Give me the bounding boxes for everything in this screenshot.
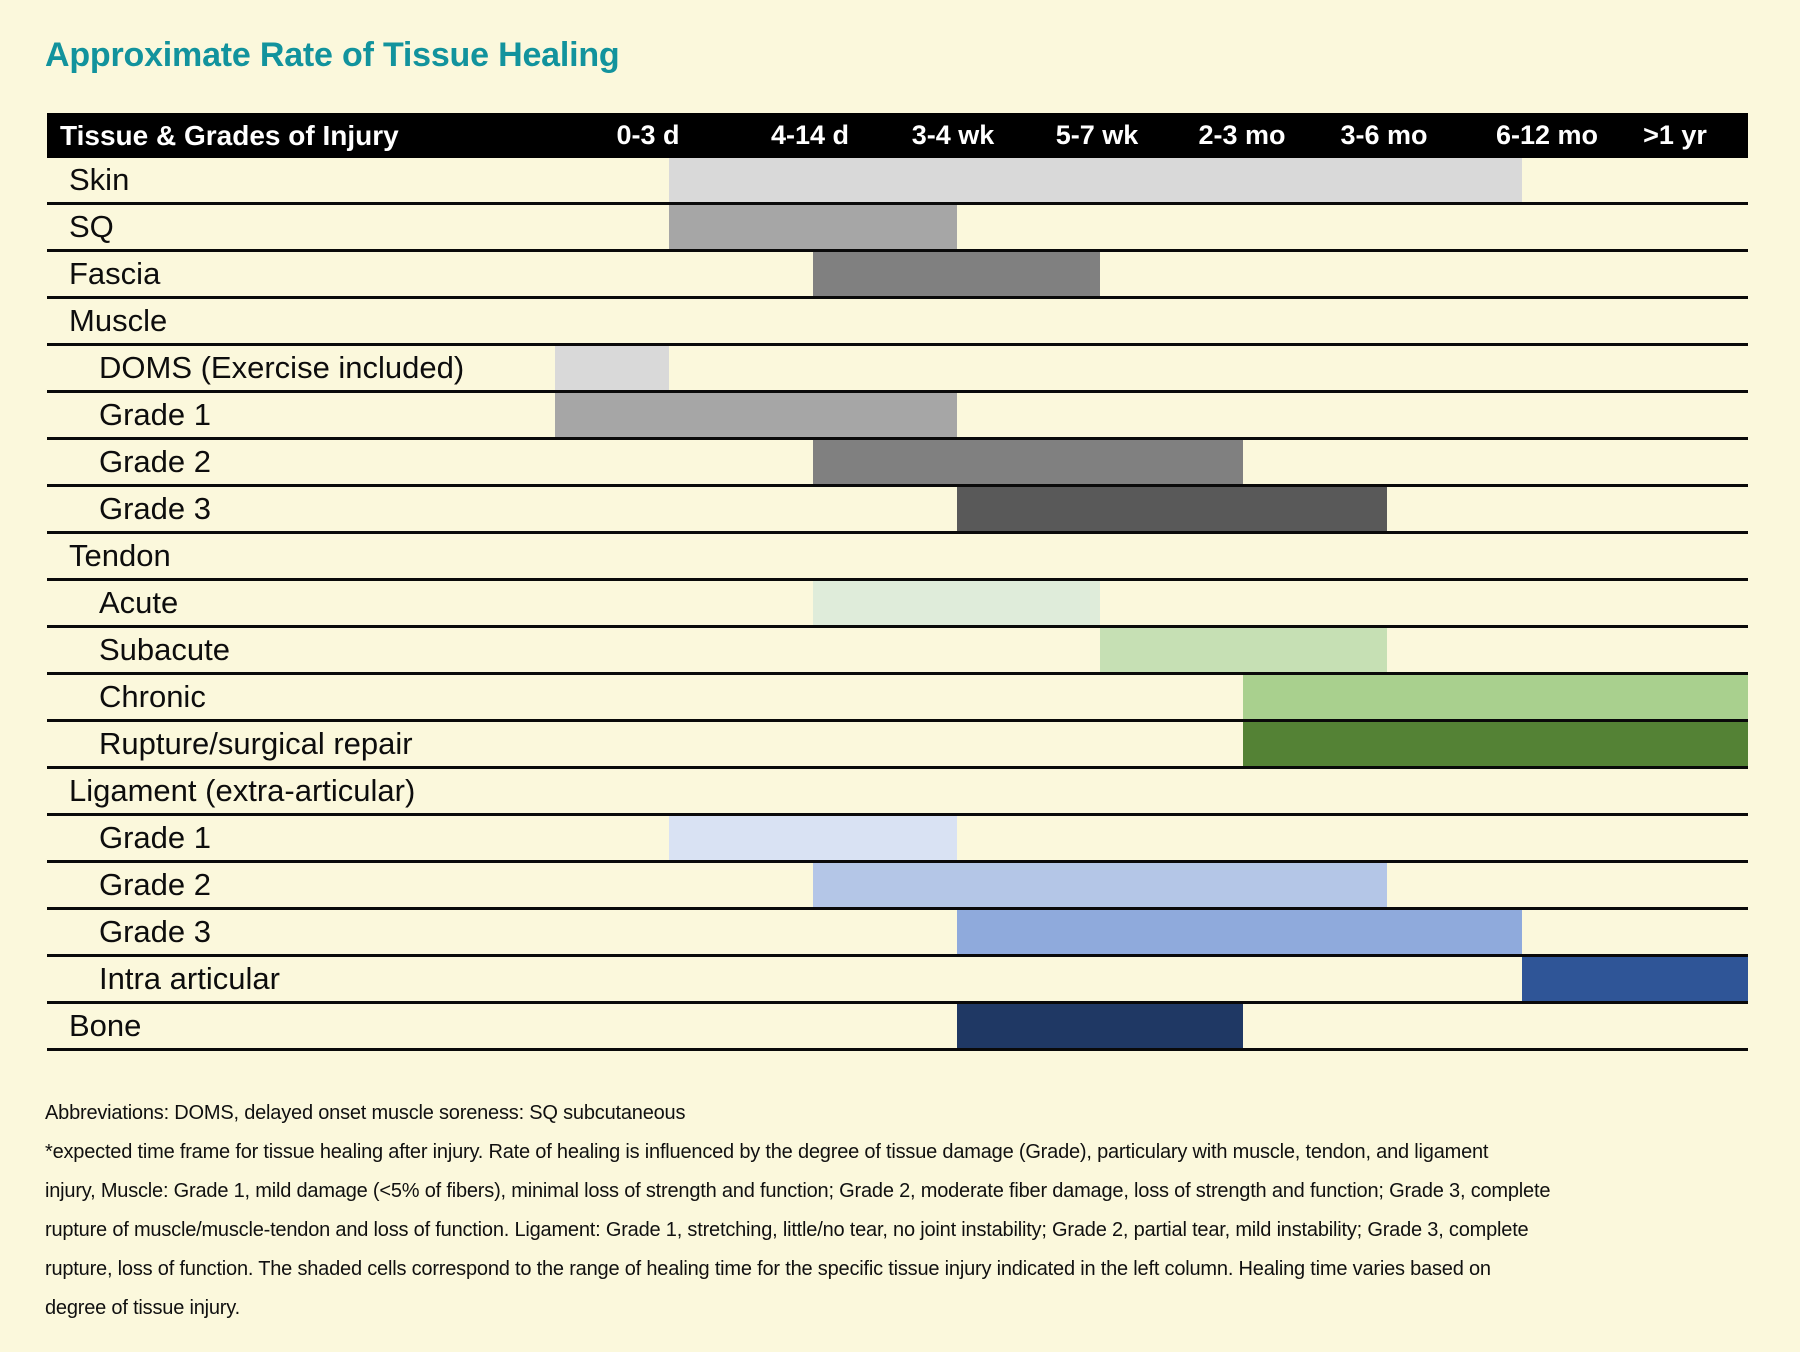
healing-range-bar: [957, 910, 1522, 954]
healing-range-bar: [813, 252, 1100, 296]
table-row: Fascia: [47, 252, 1748, 299]
healing-range-bar: [555, 346, 669, 390]
column-label-3: 3-4 wk: [911, 120, 995, 150]
table-row: Grade 1: [47, 816, 1748, 863]
row-label: Grade 3: [99, 491, 212, 526]
footnote-line-3: injury, Muscle: Grade 1, mild damage (<5…: [45, 1180, 1551, 1202]
column-label-5: 2-3 mo: [1198, 120, 1286, 150]
column-label-4: 5-7 wk: [1055, 120, 1139, 150]
row-label: Intra articular: [99, 961, 280, 996]
healing-range-bar: [813, 440, 1243, 484]
healing-range-bar: [555, 393, 957, 437]
healing-range-bar: [957, 487, 1387, 531]
table-row: Grade 2: [47, 863, 1748, 910]
column-label-6: 3-6 mo: [1340, 120, 1428, 150]
healing-range-bar: [1100, 628, 1387, 672]
table-row: Grade 3: [47, 487, 1748, 534]
healing-range-bar: [813, 863, 1387, 907]
healing-range-bar: [1243, 722, 1748, 766]
column-label-1: 0-3 d: [616, 120, 680, 150]
table-row: Tendon: [47, 534, 1748, 581]
row-label: Grade 1: [99, 397, 212, 432]
table-row: Subacute: [47, 628, 1748, 675]
healing-range-bar: [669, 158, 1522, 202]
footnote-line-2: *expected time frame for tissue healing …: [45, 1141, 1489, 1163]
healing-range-bar: [1243, 675, 1748, 719]
table-row: SQ: [47, 205, 1748, 252]
column-label-7: 6-12 mo: [1495, 120, 1599, 150]
table-row: Intra articular: [47, 957, 1748, 1004]
row-label: Tendon: [69, 538, 171, 573]
row-label: Grade 3: [99, 914, 212, 949]
footnote-line-4: rupture of muscle/muscle-tendon and loss…: [45, 1219, 1529, 1241]
column-label-2: 4-14 d: [770, 120, 850, 150]
footnotes: Abbreviations: DOMS, delayed onset muscl…: [45, 1094, 1757, 1328]
table-row: Rupture/surgical repair: [47, 722, 1748, 769]
healing-range-bar: [669, 205, 957, 249]
row-label: DOMS (Exercise included): [99, 350, 465, 385]
row-label: Subacute: [99, 632, 230, 667]
row-label: Grade 1: [99, 820, 212, 855]
healing-range-bar: [1522, 957, 1748, 1001]
table-row: Skin: [47, 158, 1748, 205]
row-label: Bone: [69, 1008, 142, 1043]
footnote-line-6: degree of tissue injury.: [45, 1297, 240, 1319]
healing-range-bar: [813, 581, 1100, 625]
row-label: Grade 2: [99, 867, 212, 902]
row-label: Skin: [69, 162, 130, 197]
row-label: Fascia: [69, 256, 161, 291]
table-row: Ligament (extra-articular): [47, 769, 1748, 816]
row-label: Chronic: [99, 679, 206, 714]
row-label: Ligament (extra-articular): [69, 773, 416, 808]
row-label: Acute: [99, 585, 179, 620]
row-label: SQ: [69, 209, 114, 244]
healing-range-bar: [957, 1004, 1243, 1048]
table-row: Muscle: [47, 299, 1748, 346]
table-row: Acute: [47, 581, 1748, 628]
page-title: Approximate Rate of Tissue Healing: [45, 36, 620, 74]
row-label: Muscle: [69, 303, 168, 338]
row-label: Rupture/surgical repair: [99, 726, 413, 761]
footnote-line-5: rupture, loss of function. The shaded ce…: [45, 1258, 1491, 1280]
table-row: Grade 2: [47, 440, 1748, 487]
healing-range-bar: [669, 816, 957, 860]
table-row: Bone: [47, 1004, 1748, 1051]
table-row: Grade 1: [47, 393, 1748, 440]
header-tissue-grades-label: Tissue & Grades of Injury: [60, 120, 399, 151]
table-rows: Skin SQ Fascia Muscle DOMS (Exercise include…: [47, 158, 1748, 1051]
table-row: Grade 3: [47, 910, 1748, 957]
row-label: Grade 2: [99, 444, 212, 479]
footnote-line-1: Abbreviations: DOMS, delayed onset muscl…: [45, 1102, 686, 1124]
table-header-bar: Tissue & Grades of Injury 0-3 d 4-14 d 3-4…: [47, 113, 1748, 158]
table-row: Chronic: [47, 675, 1748, 722]
table-row: DOMS (Exercise included): [47, 346, 1748, 393]
column-label-8: >1 yr: [1643, 120, 1707, 150]
healing-timeline-table: Tissue & Grades of Injury 0-3 d 4-14 d 3-4…: [47, 113, 1748, 1051]
